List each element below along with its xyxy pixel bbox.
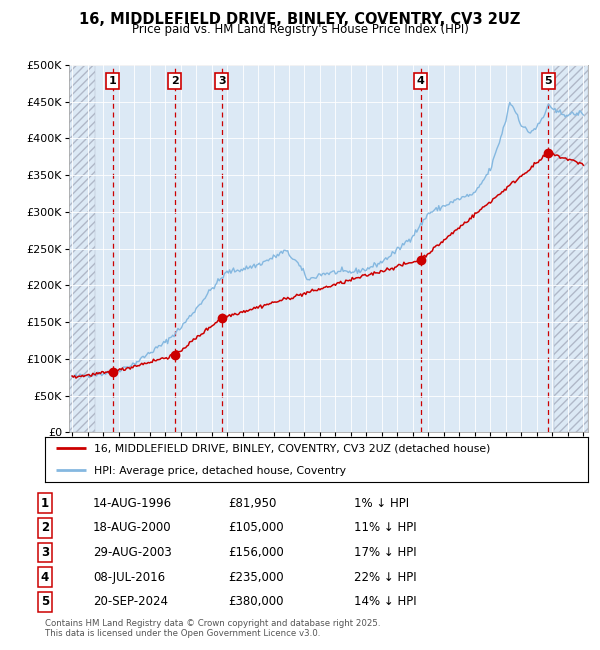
Text: £156,000: £156,000 bbox=[228, 546, 284, 559]
Text: £235,000: £235,000 bbox=[228, 571, 284, 584]
Text: 1: 1 bbox=[41, 497, 49, 510]
Text: 5: 5 bbox=[41, 595, 49, 608]
Text: 17% ↓ HPI: 17% ↓ HPI bbox=[354, 546, 416, 559]
Text: 16, MIDDLEFIELD DRIVE, BINLEY, COVENTRY, CV3 2UZ: 16, MIDDLEFIELD DRIVE, BINLEY, COVENTRY,… bbox=[79, 12, 521, 27]
Text: 08-JUL-2016: 08-JUL-2016 bbox=[93, 571, 165, 584]
Text: Contains HM Land Registry data © Crown copyright and database right 2025.
This d: Contains HM Land Registry data © Crown c… bbox=[45, 619, 380, 638]
Text: 3: 3 bbox=[218, 76, 226, 86]
Text: 14-AUG-1996: 14-AUG-1996 bbox=[93, 497, 172, 510]
Text: £380,000: £380,000 bbox=[228, 595, 284, 608]
Text: 2: 2 bbox=[171, 76, 179, 86]
Text: 1% ↓ HPI: 1% ↓ HPI bbox=[354, 497, 409, 510]
Text: 22% ↓ HPI: 22% ↓ HPI bbox=[354, 571, 416, 584]
Bar bbox=[554, 65, 588, 432]
Text: 16, MIDDLEFIELD DRIVE, BINLEY, COVENTRY, CV3 2UZ (detached house): 16, MIDDLEFIELD DRIVE, BINLEY, COVENTRY,… bbox=[94, 444, 490, 454]
Text: £105,000: £105,000 bbox=[228, 521, 284, 534]
Text: HPI: Average price, detached house, Coventry: HPI: Average price, detached house, Cove… bbox=[94, 467, 346, 476]
Text: 5: 5 bbox=[545, 76, 553, 86]
Text: £81,950: £81,950 bbox=[228, 497, 277, 510]
Text: 11% ↓ HPI: 11% ↓ HPI bbox=[354, 521, 416, 534]
Text: 20-SEP-2024: 20-SEP-2024 bbox=[93, 595, 168, 608]
Text: 1: 1 bbox=[109, 76, 116, 86]
Bar bbox=[69, 65, 95, 432]
Text: 14% ↓ HPI: 14% ↓ HPI bbox=[354, 595, 416, 608]
Text: 29-AUG-2003: 29-AUG-2003 bbox=[93, 546, 172, 559]
Text: 2: 2 bbox=[41, 521, 49, 534]
Text: Price paid vs. HM Land Registry's House Price Index (HPI): Price paid vs. HM Land Registry's House … bbox=[131, 23, 469, 36]
Text: 4: 4 bbox=[417, 76, 425, 86]
Text: 4: 4 bbox=[41, 571, 49, 584]
Text: 3: 3 bbox=[41, 546, 49, 559]
Text: 18-AUG-2000: 18-AUG-2000 bbox=[93, 521, 172, 534]
